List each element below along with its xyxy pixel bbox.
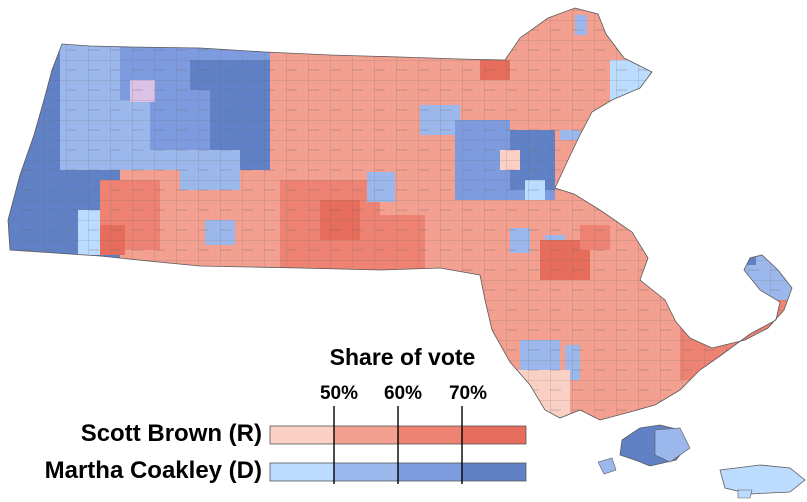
legend-swatches xyxy=(269,406,527,484)
legend-title: Share of vote xyxy=(329,344,476,370)
legend-swatch-0-1 xyxy=(333,425,399,445)
legend-swatch-1-1 xyxy=(333,462,399,482)
islands xyxy=(597,424,806,499)
legend-label-brown: Scott Brown (R) xyxy=(80,420,262,447)
legend-swatch-1-0 xyxy=(269,462,335,482)
legend-swatch-1-2 xyxy=(397,462,463,482)
legend-swatch-0-0 xyxy=(269,425,335,445)
legend-tick-50: 50% xyxy=(319,383,359,404)
legend-tick-60: 60% xyxy=(383,383,423,404)
legend-tick-70: 70% xyxy=(448,383,488,404)
legend-swatch-0-2 xyxy=(397,425,463,445)
legend-swatch-0-3 xyxy=(461,425,527,445)
legend-label-coakley: Martha Coakley (D) xyxy=(44,457,262,484)
nantucket xyxy=(719,464,806,495)
legend-swatch-1-3 xyxy=(461,462,527,482)
